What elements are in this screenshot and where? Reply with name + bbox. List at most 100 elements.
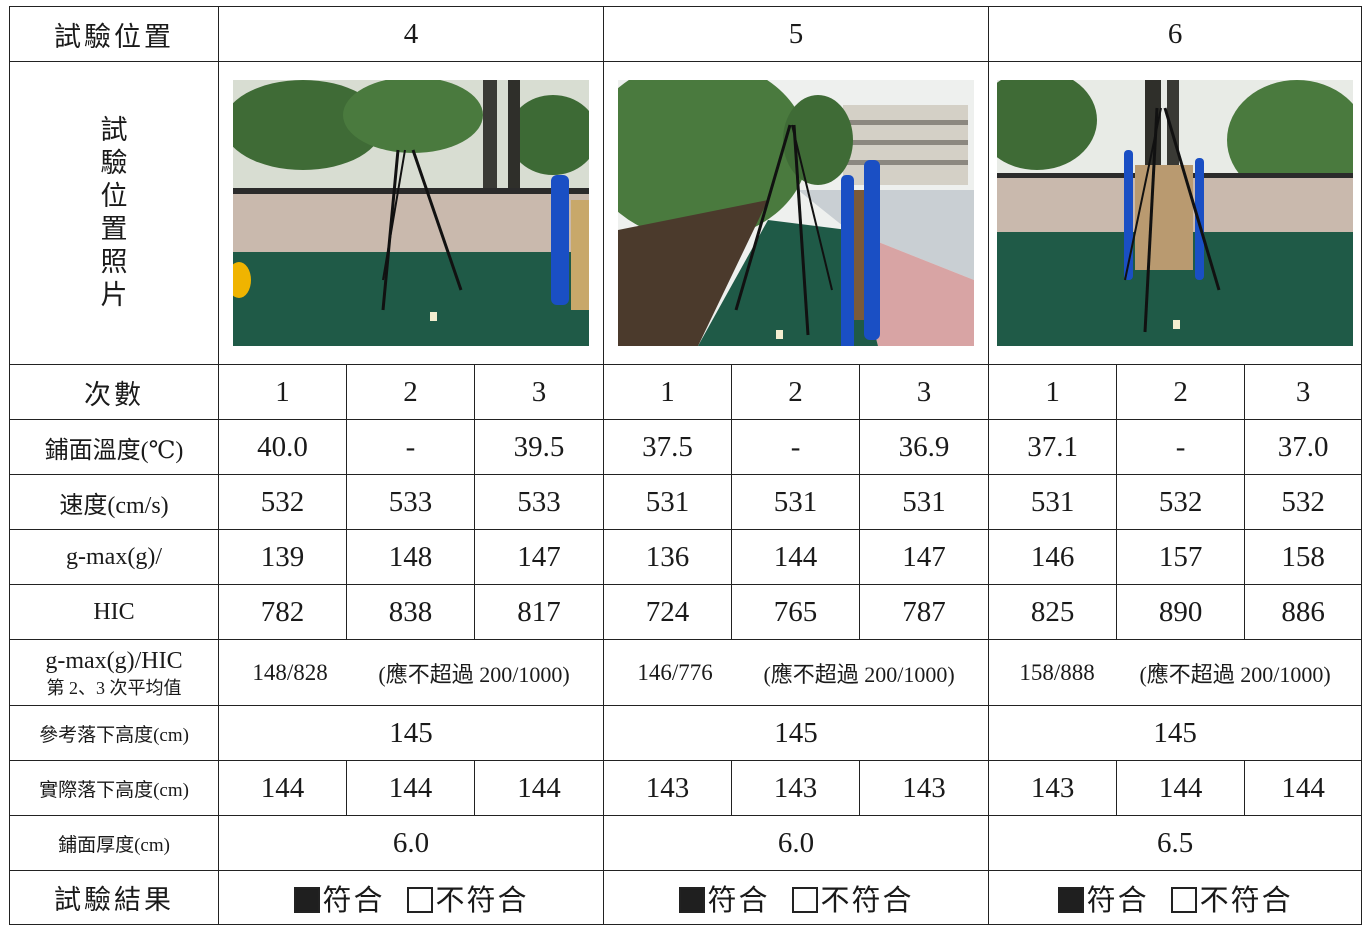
average-cell-position-6: 158/888 (應不超過 200/1000) (988, 639, 1363, 706)
position-4-header: 4 (217, 6, 605, 62)
speed-row: 速度(cm/s) 532 533 533 531 531 531 531 532… (9, 474, 1363, 530)
photo-cell-position-4 (217, 61, 605, 365)
pass-label: 符合 (1086, 884, 1149, 917)
temperature-value: - (346, 419, 475, 475)
photo-cell-position-6 (988, 61, 1363, 365)
actual-height-value: 144 (1244, 760, 1363, 816)
result-cell-position-4: 符合 不符合 (217, 870, 605, 925)
hic-value: 787 (859, 584, 990, 640)
speed-value: 531 (988, 474, 1118, 530)
hic-value: 890 (1116, 584, 1246, 640)
trial-number: 1 (603, 364, 733, 420)
result-cell-position-6: 符合 不符合 (988, 870, 1363, 925)
position-5-header: 5 (603, 6, 990, 62)
actual-height-value: 143 (859, 760, 990, 816)
hic-value: 886 (1244, 584, 1363, 640)
trial-number: 1 (988, 364, 1118, 420)
fail-checkbox[interactable] (791, 886, 818, 913)
gmax-value: 139 (218, 529, 347, 585)
photo-cell-position-5 (603, 61, 990, 365)
fail-label: 不符合 (435, 884, 529, 917)
actual-height-value: 144 (218, 760, 347, 816)
pass-checkbox[interactable] (1057, 886, 1084, 913)
fail-label: 不符合 (820, 884, 914, 917)
temperature-value: 36.9 (859, 419, 990, 475)
pass-checkbox[interactable] (293, 886, 320, 913)
position-header-label: 試驗位置 (9, 6, 219, 62)
pass-label: 符合 (322, 884, 385, 917)
speed-value: 532 (1116, 474, 1246, 530)
actual-height-value: 144 (473, 760, 605, 816)
actual-height-value: 143 (988, 760, 1118, 816)
hic-row: HIC 782 838 817 724 765 787 825 890 886 (9, 584, 1363, 640)
trial-number: 2 (346, 364, 475, 420)
limit-note: (應不超過 200/1000) (1139, 661, 1331, 687)
thickness-value: 6.0 (217, 815, 605, 871)
reference-height-value: 145 (988, 705, 1363, 761)
actual-height-row: 實際落下高度(cm) 144 144 144 143 143 143 143 1… (9, 760, 1363, 816)
speed-value: 532 (1244, 474, 1363, 530)
thickness-label: 鋪面厚度(cm) (9, 815, 219, 871)
test-site-photo-4 (233, 80, 590, 346)
actual-height-value: 144 (346, 760, 475, 816)
average-row: g-max(g)/HIC 第 2、3 次平均值 148/828 (應不超過 20… (9, 639, 1363, 706)
trial-number: 3 (473, 364, 605, 420)
trial-number: 3 (1244, 364, 1363, 420)
hic-value: 724 (603, 584, 733, 640)
trial-row-label: 次數 (9, 364, 219, 420)
temperature-value: 39.5 (473, 419, 605, 475)
temperature-value: - (1116, 419, 1246, 475)
reference-height-value: 145 (217, 705, 605, 761)
position-6-header: 6 (988, 6, 1363, 62)
actual-height-value: 144 (1116, 760, 1246, 816)
limit-note: (應不超過 200/1000) (763, 661, 955, 687)
average-value: 146/776 (637, 659, 713, 685)
hic-row-label: HIC (9, 584, 219, 640)
gmax-value: 158 (1244, 529, 1363, 585)
actual-height-value: 143 (603, 760, 733, 816)
hic-value: 838 (346, 584, 475, 640)
reference-height-label: 參考落下高度(cm) (9, 705, 219, 761)
trial-number: 2 (1116, 364, 1246, 420)
temperature-row: 鋪面溫度(℃) 40.0 - 39.5 37.5 - 36.9 37.1 - 3… (9, 419, 1363, 475)
result-row-label: 試驗結果 (9, 870, 219, 925)
fail-checkbox[interactable] (1170, 886, 1197, 913)
speed-value: 533 (346, 474, 475, 530)
speed-value: 532 (218, 474, 347, 530)
temperature-value: 37.5 (603, 419, 733, 475)
trial-number: 3 (859, 364, 990, 420)
photo-row: 試驗位置照片 (9, 61, 1363, 365)
actual-height-label: 實際落下高度(cm) (9, 760, 219, 816)
result-cell-position-5: 符合 不符合 (603, 870, 990, 925)
temperature-value: - (731, 419, 861, 475)
trial-row: 次數 1 2 3 1 2 3 1 2 3 (9, 364, 1363, 420)
average-row-label: g-max(g)/HIC (45, 647, 183, 674)
hic-value: 825 (988, 584, 1118, 640)
fail-checkbox[interactable] (406, 886, 433, 913)
hic-value: 782 (218, 584, 347, 640)
hic-value: 765 (731, 584, 861, 640)
speed-value: 531 (731, 474, 861, 530)
speed-row-label: 速度(cm/s) (9, 474, 219, 530)
gmax-value: 157 (1116, 529, 1246, 585)
limit-note: (應不超過 200/1000) (378, 661, 570, 687)
position-header-row: 試驗位置 4 5 6 (9, 6, 1363, 62)
gmax-value: 146 (988, 529, 1118, 585)
gmax-value: 144 (731, 529, 861, 585)
gmax-value: 148 (346, 529, 475, 585)
average-value: 158/888 (1019, 659, 1095, 685)
gmax-value: 147 (859, 529, 990, 585)
average-value: 148/828 (252, 659, 328, 685)
temperature-row-label: 鋪面溫度(℃) (9, 419, 219, 475)
result-row: 試驗結果 符合 不符合 符合 不符合 符合 不符合 (9, 870, 1363, 925)
reference-height-row: 參考落下高度(cm) 145 145 145 (9, 705, 1363, 761)
speed-value: 531 (603, 474, 733, 530)
gmax-value: 147 (473, 529, 605, 585)
trial-number: 2 (731, 364, 861, 420)
trial-number: 1 (218, 364, 347, 420)
temperature-value: 40.0 (218, 419, 347, 475)
pass-checkbox[interactable] (678, 886, 705, 913)
average-row-sublabel: 第 2、3 次平均值 (46, 677, 182, 698)
test-site-photo-6 (997, 80, 1354, 346)
test-report-table: 試驗位置 4 5 6 試驗位置照片 (9, 6, 1363, 925)
